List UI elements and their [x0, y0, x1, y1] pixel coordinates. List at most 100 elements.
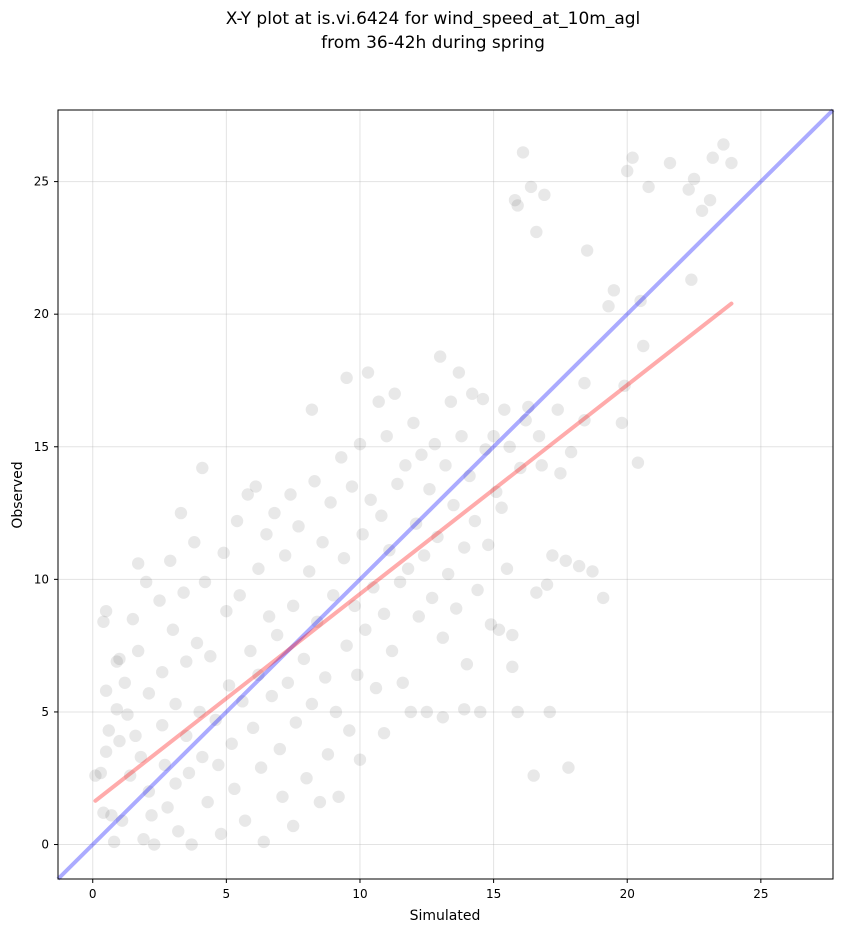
- data-point: [142, 785, 156, 798]
- data-point: [105, 809, 118, 822]
- y-tick-label: 5: [41, 705, 49, 719]
- data-point: [508, 193, 522, 207]
- data-point: [230, 514, 244, 528]
- data-point: [359, 623, 372, 636]
- y-tick-label: 20: [34, 307, 49, 321]
- data-point: [292, 520, 305, 533]
- x-tick-label: 20: [620, 887, 635, 901]
- data-point: [180, 729, 193, 743]
- data-point: [634, 294, 647, 308]
- data-point: [479, 443, 492, 456]
- data-point: [337, 551, 351, 565]
- data-point: [631, 456, 645, 469]
- data-point: [511, 705, 524, 719]
- data-point: [169, 697, 182, 711]
- data-point: [466, 387, 479, 400]
- data-point: [425, 591, 439, 605]
- data-point: [482, 538, 495, 552]
- data-point: [530, 225, 543, 239]
- data-point: [113, 652, 126, 666]
- data-point: [324, 496, 337, 509]
- data-point: [174, 506, 188, 520]
- data-point: [516, 146, 530, 159]
- data-point: [458, 541, 471, 554]
- data-point: [530, 586, 543, 599]
- x-tick-label: 0: [89, 887, 97, 901]
- data-point: [278, 549, 292, 562]
- reference-lines: [56, 108, 835, 881]
- data-point: [490, 485, 503, 499]
- data-point: [361, 366, 375, 379]
- data-point: [225, 737, 238, 750]
- data-point: [474, 705, 487, 719]
- data-point: [476, 392, 490, 406]
- data-point: [500, 562, 514, 575]
- data-point: [123, 769, 137, 782]
- data-point: [519, 414, 532, 427]
- data-point: [201, 795, 214, 809]
- data-point: [572, 559, 586, 573]
- data-point: [113, 734, 126, 748]
- y-tick-label: 15: [34, 440, 49, 454]
- data-point: [511, 199, 524, 212]
- data-point: [369, 681, 383, 695]
- data-point: [252, 562, 265, 575]
- data-point: [615, 416, 629, 430]
- data-point: [725, 156, 738, 170]
- data-point: [222, 679, 236, 692]
- y-tick-label: 25: [34, 175, 49, 189]
- x-tick-label: 15: [486, 887, 501, 901]
- data-point: [329, 705, 343, 719]
- data-point: [281, 676, 295, 689]
- data-point: [554, 467, 567, 480]
- data-point: [375, 509, 388, 522]
- data-point: [578, 414, 591, 427]
- data-point: [420, 705, 433, 719]
- y-axis-label: Observed: [10, 461, 26, 528]
- data-point: [246, 721, 260, 735]
- data-point: [452, 366, 466, 379]
- data-point: [506, 628, 519, 642]
- data-point: [524, 180, 538, 194]
- data-point: [153, 594, 166, 607]
- data-point: [364, 493, 377, 507]
- data-point: [99, 684, 113, 697]
- data-point: [564, 445, 578, 459]
- data-point: [268, 506, 281, 520]
- data-point: [217, 546, 230, 560]
- data-point: [313, 795, 327, 809]
- data-point: [262, 610, 276, 623]
- data-point: [319, 671, 332, 684]
- data-point: [188, 536, 201, 549]
- data-point: [110, 655, 123, 668]
- data-point: [300, 772, 313, 785]
- data-point: [399, 459, 412, 472]
- data-point: [522, 400, 535, 414]
- data-point: [303, 565, 316, 578]
- data-point: [94, 766, 107, 780]
- data-point: [212, 758, 225, 772]
- data-point: [578, 376, 591, 390]
- data-point: [321, 748, 335, 761]
- data-point: [586, 565, 599, 578]
- data-point: [286, 819, 300, 833]
- data-point: [428, 437, 442, 451]
- y-tick-label: 0: [41, 838, 49, 852]
- data-point: [166, 623, 180, 636]
- data-point: [532, 429, 546, 443]
- data-point: [492, 623, 506, 636]
- data-point: [546, 549, 559, 562]
- data-point: [538, 188, 551, 202]
- data-point: [107, 835, 121, 849]
- data-point: [377, 607, 391, 621]
- data-point: [663, 156, 677, 170]
- data-point: [455, 429, 468, 443]
- data-point: [220, 604, 233, 618]
- data-point: [449, 602, 463, 615]
- data-point: [626, 151, 639, 164]
- data-point: [97, 615, 110, 628]
- data-point: [621, 164, 634, 178]
- data-point: [353, 437, 367, 451]
- data-point: [356, 528, 369, 541]
